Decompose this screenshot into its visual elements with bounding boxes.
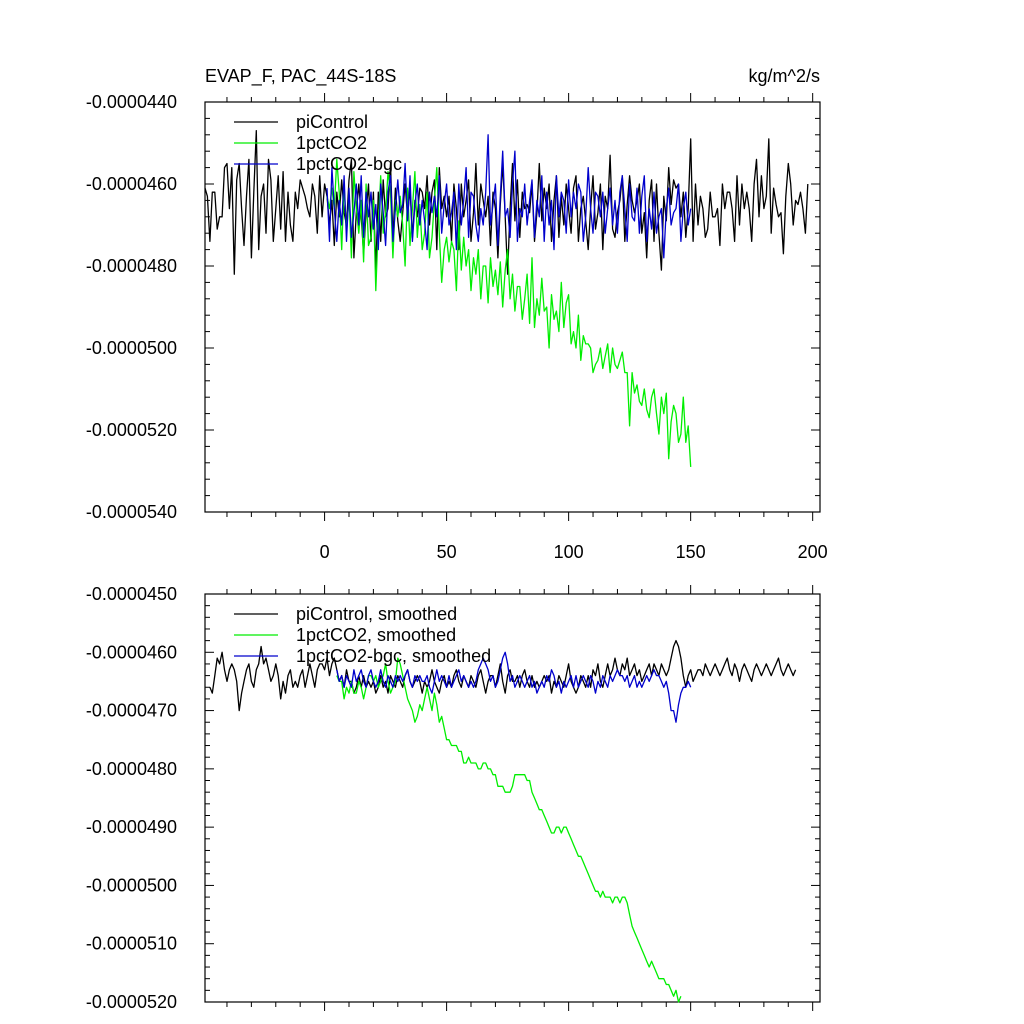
x-tick-label: 150 [676,542,706,562]
y-tick-label: -0.0000480 [86,256,177,276]
y-tick-label: -0.0000490 [86,817,177,837]
series-line [326,158,692,467]
y-tick-label: -0.0000480 [86,759,177,779]
y-tick-label: -0.0000450 [86,584,177,604]
legend-label: 1pctCO2-bgc [296,154,402,174]
legend-label: 1pctCO2, smoothed [296,625,456,645]
legend-label: piControl, smoothed [296,604,457,624]
plot-frame [204,101,821,513]
x-tick-label: 200 [798,542,828,562]
y-tick-label: -0.0000440 [86,92,177,112]
series-line [336,657,682,1003]
series-line [336,651,692,723]
plot-frame [204,593,821,1003]
panel-bottom: -0.0000450 -0.0000460 -0.0000470 -0.0000480… [86,584,821,1012]
y-tick-label: -0.0000540 [86,502,177,522]
y-tick-label: -0.0000460 [86,174,177,194]
chart-title: EVAP_F, PAC_44S-18S [205,66,396,87]
legend-label: 1pctCO2-bgc, smoothed [296,646,491,666]
x-tick-label: 100 [554,542,584,562]
units-label: kg/m^2/s [749,66,820,86]
y-tick-label: -0.0000500 [86,338,177,358]
y-tick-label: -0.0000500 [86,875,177,895]
y-tick-label: -0.0000470 [86,701,177,721]
legend-label: 1pctCO2 [296,133,367,153]
legend-label: piControl [296,112,368,132]
x-tick-label: 50 [437,542,457,562]
series-line [204,130,809,275]
y-tick-label: -0.0000510 [86,934,177,954]
series-line [209,639,797,712]
y-tick-label: -0.0000520 [86,420,177,440]
series-line [326,134,692,259]
y-tick-label: -0.0000520 [86,992,177,1012]
panel-top: -0.0000440 -0.0000460 -0.0000480 -0.0000500… [86,66,828,562]
y-tick-label: -0.0000460 [86,642,177,662]
x-tick-label: 0 [320,542,330,562]
